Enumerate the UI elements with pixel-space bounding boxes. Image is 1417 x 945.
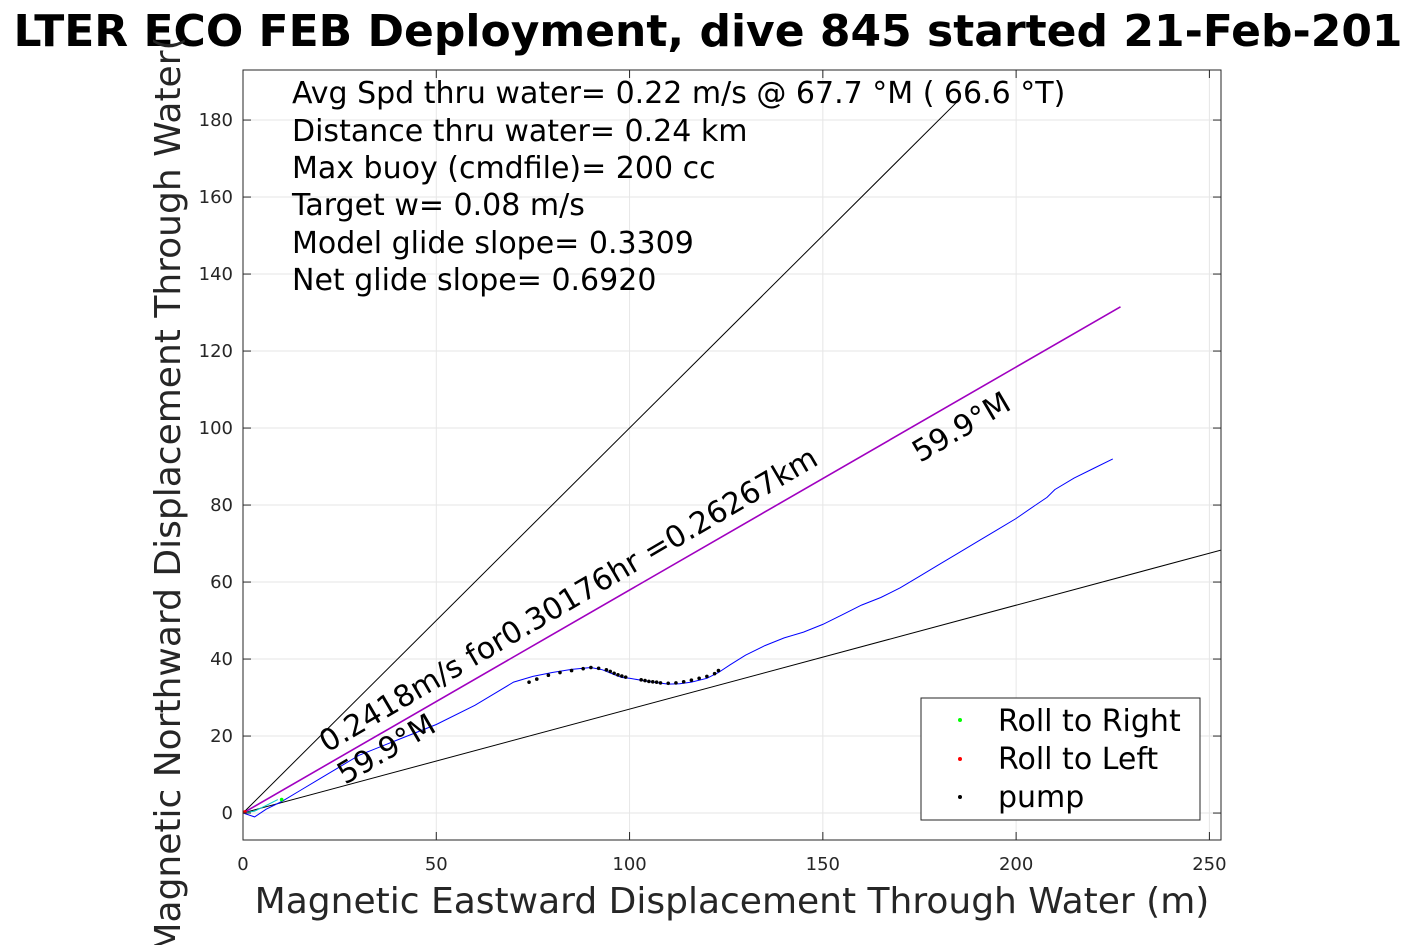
stat-model-glide-slope: Model glide slope= 0.3309 [292,226,694,261]
x-tick-label: 250 [1192,854,1226,875]
pump-point [654,680,659,684]
x-tick-label: 150 [806,854,840,875]
pump-point [681,679,686,684]
track-line [243,458,1114,818]
heading-line-line [243,306,1121,814]
pump-point [647,679,651,684]
y-tick-label: 160 [199,187,233,208]
axes-box [242,69,1222,841]
pump-point [658,681,663,685]
roll-right-point [279,797,284,802]
pump-point [650,679,655,684]
x-tick-label: 50 [425,854,448,875]
legend-marker-roll-left [958,757,962,761]
y-tick-label: 20 [210,726,233,747]
pump-point [639,678,643,682]
x-tick-label: 0 [237,854,248,875]
data-series [243,100,1221,818]
stats-block: Avg Spd thru water= 0.22 m/s @ 67.7 °M (… [291,76,1065,298]
y-tick-label: 60 [210,572,233,593]
legend-marker-pump [958,795,962,799]
pump-point [581,666,585,671]
pump-point [612,671,616,676]
pump-point [716,668,721,673]
surface-drift-line [243,799,279,814]
y-tick-label: 180 [199,110,233,131]
pump-point [534,677,539,681]
y-tick-label: 0 [222,803,233,824]
pump-point [616,673,620,677]
pump-point [569,668,574,673]
y-tick-label: 80 [210,495,233,516]
pump-point [604,668,609,672]
legend-label-pump: pump [998,780,1084,815]
y-tick-label: 40 [210,649,233,670]
y-tick-label: 140 [199,264,233,285]
y-tick-label: 120 [199,341,233,362]
legend-box [920,697,1201,821]
pump-point [596,666,601,671]
stat-target-w: Target w= 0.08 m/s [291,188,585,223]
stat-avg-speed: Avg Spd thru water= 0.22 m/s @ 67.7 °M (… [292,76,1065,111]
legend-label-roll-right: Roll to Right [998,704,1181,739]
lower-bound-line [243,549,1221,814]
x-tick-label: 100 [612,854,646,875]
stat-distance: Distance thru water= 0.24 km [292,114,747,149]
upper-bound-line [243,100,959,814]
legend-marker-roll-right [958,718,962,722]
pump-point [674,681,678,685]
pump-point [697,676,701,681]
axis-ticks: 0 50 100 150 200 250 0 20 40 60 80 100 120 140 160 180 [199,70,1227,875]
pump-point [666,681,671,686]
pump-point [689,678,694,683]
chart-title: LTER ECO FEB Deployment, dive 845 starte… [13,6,1402,57]
stat-max-buoy: Max buoy (cmdfile)= 200 cc [292,151,716,186]
pump-point [620,674,624,678]
pump-point [558,670,562,675]
x-tick-label: 200 [999,854,1033,875]
y-tick-label: 100 [199,418,233,439]
legend-label-roll-left: Roll to Left [998,742,1158,777]
y-axis-label: Magnetic Northward Displacement Through … [148,36,189,945]
pump-point [589,665,593,670]
pump-point [643,678,647,683]
pump-point [608,669,613,674]
pump-point [623,675,628,679]
x-axis-label: Magnetic Eastward Displacement Through W… [255,881,1210,922]
pump-point [712,671,717,676]
pump-point [546,673,551,678]
pump-point [527,680,531,684]
legend: Roll to Right Roll to Left pump [920,697,1201,821]
stat-net-glide-slope: Net glide slope= 0.6920 [292,263,656,298]
pump-point [705,674,709,679]
